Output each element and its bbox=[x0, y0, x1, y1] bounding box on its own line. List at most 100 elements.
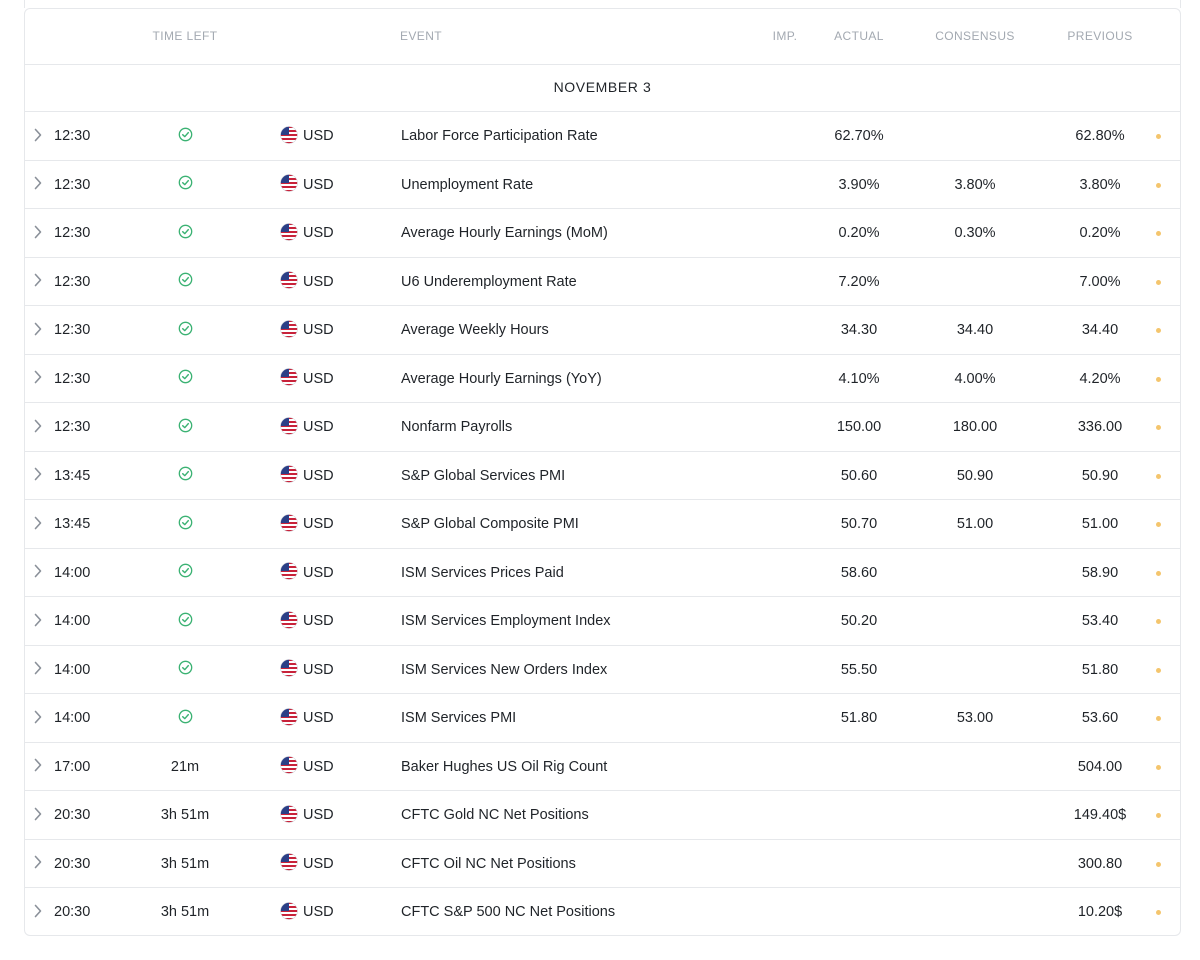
event-name[interactable]: Unemployment Rate bbox=[401, 176, 534, 193]
event-name[interactable]: Average Hourly Earnings (YoY) bbox=[401, 370, 602, 387]
table-row[interactable]: 12:30 USD Labor Force Participation Rate 62… bbox=[25, 112, 1180, 161]
importance-dot-icon bbox=[1156, 813, 1161, 818]
event-time: 12:30 bbox=[54, 322, 91, 338]
currency-code: USD bbox=[303, 176, 334, 193]
importance-dot-icon bbox=[1156, 231, 1161, 236]
table-row[interactable]: 14:00 USD ISM Services Employment Index 50.… bbox=[25, 597, 1180, 646]
chevron-right-icon[interactable] bbox=[31, 646, 45, 694]
currency-code: USD bbox=[303, 855, 334, 872]
table-row[interactable]: 17:00 21m USD Baker Hughes US Oil Rig Count… bbox=[25, 743, 1180, 791]
event-name[interactable]: Labor Force Participation Rate bbox=[401, 128, 598, 144]
header-time-left[interactable]: TIME LEFT bbox=[152, 29, 218, 43]
previous-value: 53.60 bbox=[1081, 710, 1119, 726]
chevron-right-icon[interactable] bbox=[31, 549, 45, 597]
event-name[interactable]: S&P Global Services PMI bbox=[401, 467, 566, 484]
chevron-right-icon[interactable] bbox=[31, 840, 45, 888]
currency-code: USD bbox=[303, 516, 334, 532]
actual-value bbox=[809, 840, 909, 888]
table-row[interactable]: 20:30 3h 51m USD CFTC Oil NC Net Positions 3… bbox=[25, 840, 1180, 888]
chevron-right-icon[interactable] bbox=[31, 112, 45, 160]
chevron-right-icon[interactable] bbox=[31, 743, 45, 791]
importance-dot-icon bbox=[1156, 473, 1161, 479]
check-circle-icon bbox=[155, 597, 215, 645]
currency-code: USD bbox=[303, 128, 334, 144]
header-event[interactable]: EVENT bbox=[399, 29, 442, 43]
check-circle-icon bbox=[155, 306, 215, 354]
previous-value: 50.90 bbox=[1081, 467, 1119, 484]
header-actual[interactable]: ACTUAL bbox=[834, 29, 884, 43]
header-previous[interactable]: PREVIOUS bbox=[1067, 29, 1133, 43]
consensus-value bbox=[925, 549, 1025, 597]
chevron-right-icon[interactable] bbox=[31, 355, 45, 403]
event-time: 12:30 bbox=[54, 419, 91, 435]
us-flag-icon bbox=[280, 112, 298, 160]
chevron-right-icon[interactable] bbox=[31, 306, 45, 354]
consensus-value: 50.90 bbox=[956, 467, 994, 484]
table-row[interactable]: 12:30 USD Average Weekly Hours 34.30 34.40 34… bbox=[25, 306, 1180, 355]
event-name[interactable]: ISM Services Employment Index bbox=[401, 613, 611, 629]
chevron-right-icon[interactable] bbox=[31, 452, 45, 500]
event-name[interactable]: Average Weekly Hours bbox=[401, 322, 549, 338]
table-row[interactable]: 13:45 USD S&P Global Composite PMI 50.70 51.… bbox=[25, 500, 1180, 549]
chevron-right-icon[interactable] bbox=[31, 500, 45, 548]
chevron-right-icon[interactable] bbox=[31, 403, 45, 451]
consensus-value: 4.00% bbox=[954, 370, 996, 387]
check-circle-icon bbox=[155, 258, 215, 306]
event-name[interactable]: Nonfarm Payrolls bbox=[401, 419, 513, 435]
currency-code: USD bbox=[303, 225, 334, 241]
event-name[interactable]: ISM Services New Orders Index bbox=[401, 661, 608, 678]
chevron-right-icon[interactable] bbox=[31, 597, 45, 645]
event-name[interactable]: S&P Global Composite PMI bbox=[401, 516, 579, 532]
table-row[interactable]: 12:30 USD Average Hourly Earnings (YoY) 4.1… bbox=[25, 355, 1180, 403]
event-time: 14:00 bbox=[54, 613, 91, 629]
event-time: 20:30 bbox=[54, 904, 91, 920]
table-row[interactable]: 14:00 USD ISM Services Prices Paid 58.60 58.… bbox=[25, 549, 1180, 597]
table-row[interactable]: 12:30 USD Nonfarm Payrolls 150.00 180.00 336.… bbox=[25, 403, 1180, 452]
consensus-value bbox=[925, 743, 1025, 791]
previous-value: 149.40$ bbox=[1073, 807, 1127, 823]
event-time: 13:45 bbox=[54, 467, 91, 484]
chevron-right-icon[interactable] bbox=[31, 694, 45, 742]
chevron-right-icon[interactable] bbox=[31, 209, 45, 257]
table-row[interactable]: 12:30 USD Unemployment Rate 3.90% 3.80% 3.80% bbox=[25, 161, 1180, 209]
header-consensus[interactable]: CONSENSUS bbox=[935, 29, 1015, 43]
table-row[interactable]: 20:30 3h 51m USD CFTC S&P 500 NC Net Positi… bbox=[25, 888, 1180, 937]
currency-code: USD bbox=[303, 613, 334, 629]
consensus-value bbox=[925, 791, 1025, 839]
actual-value: 4.10% bbox=[838, 370, 880, 387]
event-name[interactable]: Baker Hughes US Oil Rig Count bbox=[401, 758, 608, 775]
table-row[interactable]: 12:30 USD Average Hourly Earnings (MoM) 0.2… bbox=[25, 209, 1180, 258]
currency-code: USD bbox=[303, 564, 334, 581]
us-flag-icon bbox=[280, 306, 298, 354]
chevron-right-icon[interactable] bbox=[31, 161, 45, 209]
chevron-right-icon[interactable] bbox=[31, 888, 45, 936]
event-name[interactable]: ISM Services Prices Paid bbox=[401, 564, 564, 581]
previous-value: 7.00% bbox=[1079, 273, 1121, 290]
table-row[interactable]: 13:45 USD S&P Global Services PMI 50.60 50.9… bbox=[25, 452, 1180, 500]
currency-code: USD bbox=[303, 710, 334, 726]
event-name[interactable]: CFTC Gold NC Net Positions bbox=[401, 807, 589, 823]
us-flag-icon bbox=[280, 258, 298, 306]
header-importance[interactable]: IMP. bbox=[772, 29, 798, 43]
event-time: 12:30 bbox=[54, 273, 91, 290]
previous-value: 3.80% bbox=[1079, 176, 1121, 193]
table-row[interactable]: 14:00 USD ISM Services PMI 51.80 53.00 53.60 bbox=[25, 694, 1180, 743]
currency-code: USD bbox=[303, 904, 334, 920]
previous-value: 336.00 bbox=[1077, 419, 1123, 435]
us-flag-icon bbox=[280, 209, 298, 257]
event-name[interactable]: Average Hourly Earnings (MoM) bbox=[401, 225, 608, 241]
event-name[interactable]: ISM Services PMI bbox=[401, 710, 517, 726]
event-name[interactable]: U6 Underemployment Rate bbox=[401, 273, 577, 290]
table-row[interactable]: 20:30 3h 51m USD CFTC Gold NC Net Positions… bbox=[25, 791, 1180, 840]
event-time: 17:00 bbox=[54, 758, 91, 775]
table-header: TIME LEFT EVENT IMP. ACTUAL CONSENSUS PR… bbox=[25, 9, 1180, 65]
event-name[interactable]: CFTC Oil NC Net Positions bbox=[401, 855, 576, 872]
event-name[interactable]: CFTC S&P 500 NC Net Positions bbox=[401, 904, 616, 920]
consensus-value bbox=[925, 258, 1025, 306]
previous-value: 58.90 bbox=[1081, 564, 1119, 581]
chevron-right-icon[interactable] bbox=[31, 258, 45, 306]
chevron-right-icon[interactable] bbox=[31, 791, 45, 839]
table-row[interactable]: 12:30 USD U6 Underemployment Rate 7.20% 7.00… bbox=[25, 258, 1180, 306]
table-row[interactable]: 14:00 USD ISM Services New Orders Index 55.… bbox=[25, 646, 1180, 694]
currency-code: USD bbox=[303, 419, 334, 435]
